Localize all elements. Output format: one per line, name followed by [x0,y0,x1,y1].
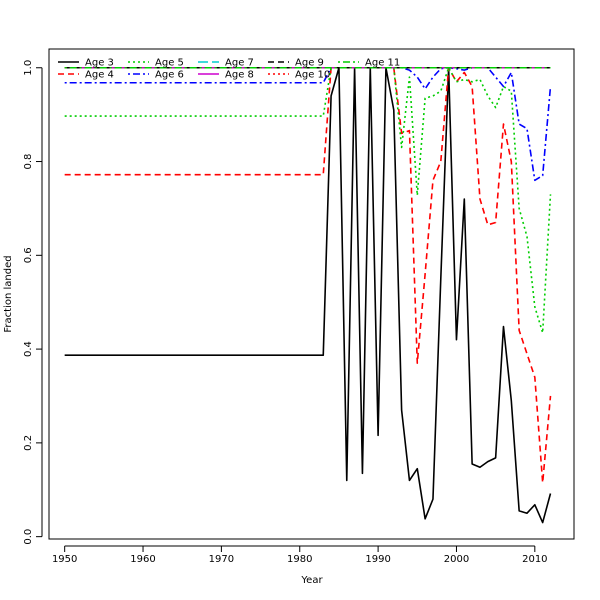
plot-frame [48,48,575,540]
x-tick-label: 1950 [52,554,77,565]
legend-label: Age 3 [85,58,114,69]
x-tick-label: 2010 [522,554,547,565]
legend-label: Age 5 [155,58,184,69]
legend-label: Age 8 [225,70,254,81]
x-tick-label: 1980 [287,554,312,565]
y-tick-label: 0.0 [23,529,34,545]
legend-label: Age 10 [295,70,330,81]
legend-label: Age 7 [225,58,254,69]
x-tick-label: 2000 [444,554,469,565]
x-axis-label: Year [300,575,323,586]
legend-label: Age 4 [85,70,114,81]
x-tick-label: 1960 [130,554,155,565]
axes-layer: 1950 1960 1970 1980 1990 2000 2010 0.0 0.2 0.4 0.6… [23,60,548,565]
legend-label: Age 6 [155,70,184,81]
x-tick-label: 1970 [209,554,234,565]
legend-label: Age 11 [365,58,400,69]
y-tick-label: 0.2 [23,435,34,451]
y-tick-label: 0.8 [23,154,34,170]
series-layer [64,66,552,524]
y-tick-label: 0.6 [23,247,34,263]
y-tick-label: 1.0 [23,60,34,76]
y-tick-label: 0.4 [23,341,34,357]
series-line-age-4 [64,66,552,484]
legend-label: Age 9 [295,58,324,69]
x-tick-label: 1990 [365,554,390,565]
y-axis-label: Fraction landed [3,255,14,332]
